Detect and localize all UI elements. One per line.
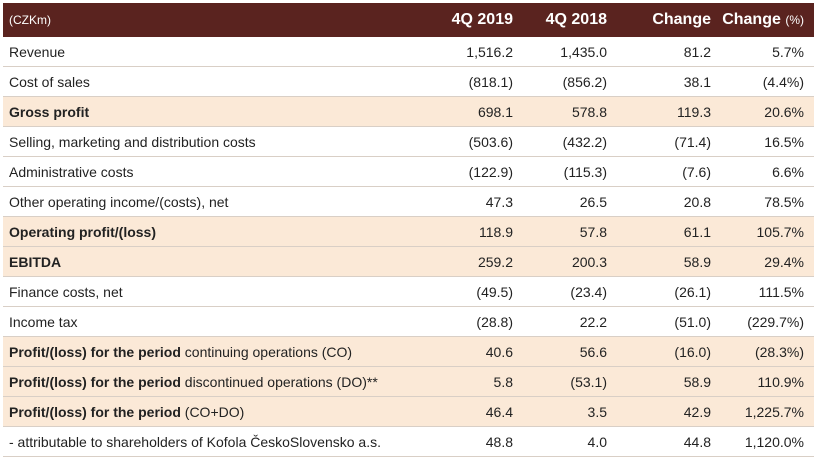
row-label: EBITDA	[9, 253, 62, 270]
cell-change-pct: (4.4%)	[762, 73, 804, 90]
row-label: Profit/(loss) for the period discontinue…	[9, 373, 378, 390]
table-row-finance-costs: Finance costs, net (49.5) (23.4) (26.1) …	[3, 277, 814, 307]
cell-4q-2018: 56.6	[579, 343, 607, 360]
table-row-profit-discontinued: Profit/(loss) for the period discontinue…	[3, 367, 814, 397]
cell-change-pct: 29.4%	[764, 253, 804, 270]
cell-4q-2018: (23.4)	[570, 283, 607, 300]
cell-change-pct: 110.9%	[757, 373, 804, 390]
table-row-cost-of-sales: Cost of sales (818.1) (856.2) 38.1 (4.4%…	[3, 67, 814, 97]
table-row-administrative-costs: Administrative costs (122.9) (115.3) (7.…	[3, 157, 814, 187]
table-row-selling-costs: Selling, marketing and distribution cost…	[3, 127, 814, 157]
cell-4q-2019: 1,516.2	[466, 43, 513, 60]
table-row-operating-profit: Operating profit/(loss) 118.9 57.8 61.1 …	[3, 217, 814, 247]
row-label: Other operating income/(costs), net	[9, 193, 229, 210]
cell-change: 61.1	[683, 223, 711, 240]
table-row-revenue: Revenue 1,516.2 1,435.0 81.2 5.7%	[3, 37, 814, 67]
table-row-ebitda: EBITDA 259.2 200.3 58.9 29.4%	[3, 247, 814, 277]
cell-change-pct: 20.6%	[764, 103, 804, 120]
row-label: Cost of sales	[9, 73, 90, 90]
cell-4q-2019: 48.8	[485, 433, 513, 450]
cell-4q-2018: 22.2	[579, 313, 607, 330]
cell-change-pct: 1,120.0%	[744, 433, 804, 450]
cell-change-pct: 105.7%	[756, 223, 804, 240]
cell-4q-2018: (856.2)	[562, 73, 607, 90]
cell-change-pct: (229.7%)	[747, 313, 804, 330]
cell-change-pct: 111.5%	[758, 283, 804, 300]
cell-4q-2019: 46.4	[485, 403, 513, 420]
row-label: Profit/(loss) for the period (CO+DO)	[9, 403, 245, 420]
column-header-change: Change	[652, 11, 711, 28]
row-label: Gross profit	[9, 103, 90, 120]
cell-change-pct: (28.3%)	[754, 343, 804, 360]
cell-4q-2019: 698.1	[477, 103, 513, 120]
cell-change: 20.8	[683, 193, 711, 210]
column-header-4q-2018: 4Q 2018	[545, 11, 607, 28]
cell-change: 119.3	[677, 103, 711, 120]
cell-4q-2019: 47.3	[485, 193, 513, 210]
cell-change: (71.4)	[674, 133, 711, 150]
unit-label: (CZKm)	[9, 13, 51, 27]
cell-4q-2018: 3.5	[587, 403, 607, 420]
cell-change-pct: 5.7%	[772, 43, 804, 60]
cell-change: (26.1)	[674, 283, 711, 300]
cell-change: (16.0)	[674, 343, 711, 360]
table-row-gross-profit: Gross profit 698.1 578.8 119.3 20.6%	[3, 97, 814, 127]
cell-change-pct: 1,225.7%	[744, 403, 804, 420]
cell-4q-2019: 259.2	[477, 253, 513, 270]
cell-4q-2019: (49.5)	[476, 283, 513, 300]
cell-4q-2019: (28.8)	[476, 313, 513, 330]
table-row-profit-continuing: Profit/(loss) for the period continuing …	[3, 337, 814, 367]
table-header: (CZKm) 4Q 2019 4Q 2018 Change Change (%)	[3, 3, 814, 37]
cell-4q-2018: 4.0	[587, 433, 607, 450]
table-row-profit-total: Profit/(loss) for the period (CO+DO) 46.…	[3, 397, 814, 427]
cell-change: 44.8	[683, 433, 711, 450]
cell-change: (7.6)	[682, 163, 711, 180]
table-row-income-tax: Income tax (28.8) 22.2 (51.0) (229.7%)	[3, 307, 814, 337]
cell-change: (51.0)	[674, 313, 711, 330]
cell-4q-2018: 200.3	[571, 253, 607, 270]
table-row-attributable-shareholders: - attributable to shareholders of Kofola…	[3, 427, 814, 457]
cell-change: 58.9	[683, 253, 711, 270]
column-header-change-pct-label: Change	[722, 11, 781, 28]
cell-4q-2019: (818.1)	[468, 73, 513, 90]
cell-4q-2018: 578.8	[571, 103, 607, 120]
cell-change-pct: 78.5%	[764, 193, 804, 210]
column-header-change-pct: Change (%)	[711, 11, 809, 29]
cell-4q-2018: (53.1)	[570, 373, 607, 390]
income-statement-table: (CZKm) 4Q 2019 4Q 2018 Change Change (%)…	[3, 3, 814, 457]
cell-4q-2019: 118.9	[479, 223, 513, 240]
row-label: Selling, marketing and distribution cost…	[9, 133, 256, 150]
cell-change: 42.9	[683, 403, 711, 420]
column-header-pct-unit: (%)	[785, 13, 804, 27]
row-label: - attributable to shareholders of Kofola…	[9, 433, 381, 450]
cell-change: 81.2	[683, 43, 711, 60]
row-label: Operating profit/(loss)	[9, 223, 156, 240]
cell-4q-2019: (122.9)	[468, 163, 513, 180]
column-header-4q-2019: 4Q 2019	[451, 11, 513, 28]
row-label: Profit/(loss) for the period continuing …	[9, 343, 353, 360]
cell-4q-2019: 40.6	[485, 343, 513, 360]
cell-4q-2018: 1,435.0	[560, 43, 607, 60]
cell-4q-2018: 26.5	[579, 193, 607, 210]
cell-4q-2019: (503.6)	[468, 133, 513, 150]
cell-4q-2018: (432.2)	[562, 133, 607, 150]
cell-4q-2018: 57.8	[579, 223, 607, 240]
cell-4q-2018: (115.3)	[563, 163, 607, 180]
cell-change: 38.1	[683, 73, 711, 90]
cell-4q-2019: 5.8	[493, 373, 513, 390]
table-row-other-operating: Other operating income/(costs), net 47.3…	[3, 187, 814, 217]
row-label: Finance costs, net	[9, 283, 123, 300]
cell-change-pct: 16.5%	[764, 133, 804, 150]
row-label: Revenue	[9, 43, 66, 60]
cell-change: 58.9	[683, 373, 711, 390]
row-label: Income tax	[9, 313, 78, 330]
cell-change-pct: 6.6%	[772, 163, 804, 180]
row-label: Administrative costs	[9, 163, 134, 180]
